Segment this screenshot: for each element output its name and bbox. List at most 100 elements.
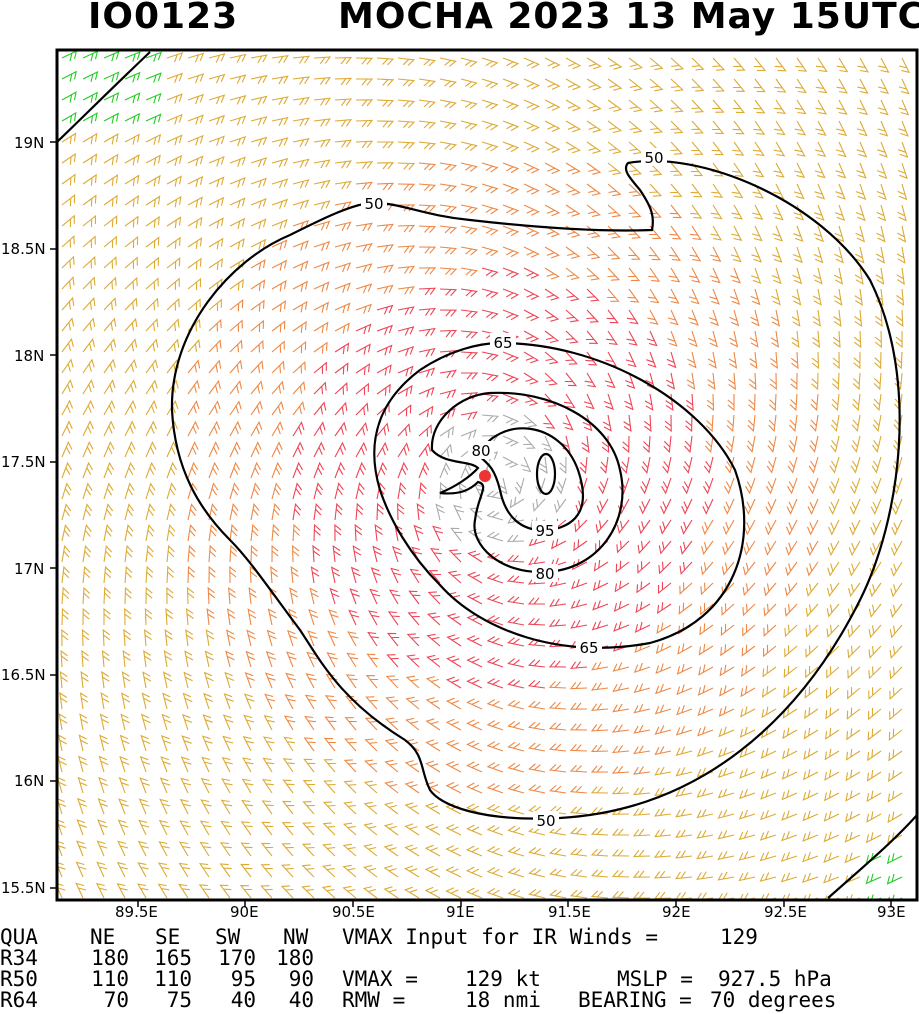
wind-barb <box>502 162 520 174</box>
wind-barb <box>75 882 87 899</box>
wind-barb <box>502 246 520 258</box>
wind-barb <box>729 309 740 327</box>
wind-barb <box>805 582 819 597</box>
wind-barb <box>397 461 409 479</box>
wind-barb <box>696 850 714 860</box>
wind-barb <box>271 259 288 271</box>
rmw-label: RMW = <box>342 988 406 1012</box>
wind-barb <box>308 608 319 626</box>
wind-barb <box>648 246 661 261</box>
wind-barb <box>591 661 609 671</box>
wind-barb <box>787 456 798 474</box>
wind-barb <box>701 519 714 536</box>
wind-barb <box>544 372 558 386</box>
wind-barb <box>208 379 221 395</box>
wind-barb <box>313 241 331 252</box>
wind-barb <box>418 141 437 150</box>
wind-barb <box>886 873 903 885</box>
wind-barb <box>874 351 882 370</box>
wind-barb <box>355 303 372 314</box>
wind-barb <box>178 841 191 857</box>
wind-barb <box>502 288 520 300</box>
wind-barb <box>613 600 630 613</box>
wind-barb <box>98 776 109 794</box>
wind-barb <box>887 790 903 803</box>
wind-barb <box>57 755 67 773</box>
wind-barb <box>282 758 295 773</box>
wind-barb <box>97 819 108 836</box>
wind-barb <box>811 351 820 370</box>
wind-barb <box>824 790 840 802</box>
wind-barb <box>523 288 540 301</box>
wind-barb <box>676 684 693 696</box>
wind-barb <box>250 259 266 271</box>
wind-barb <box>448 549 462 563</box>
wind-barb <box>771 267 782 285</box>
wind-barb <box>507 888 525 899</box>
wind-barb <box>834 204 846 222</box>
wind-barb <box>439 141 458 151</box>
wind-barb <box>832 372 840 391</box>
wind-barb <box>678 602 693 615</box>
wind-barb <box>229 482 240 500</box>
wind-barb <box>461 372 479 380</box>
wind-barb <box>876 204 887 222</box>
wind-barb <box>523 309 540 322</box>
wind-barb <box>103 153 119 166</box>
wind-barb <box>771 288 781 306</box>
wind-barb <box>607 162 622 176</box>
wind-barb <box>61 461 73 479</box>
wind-barb <box>145 133 162 146</box>
wind-barb <box>502 99 520 111</box>
wind-barb <box>61 420 73 437</box>
wind-barb <box>439 443 453 458</box>
wind-barb <box>166 482 177 500</box>
wind-barb <box>82 544 92 563</box>
wind-barb <box>103 358 116 374</box>
wind-barb <box>324 695 337 710</box>
wind-barb <box>313 281 330 293</box>
wind-barb <box>486 573 504 584</box>
wind-barb <box>604 372 616 389</box>
wind-barb <box>654 829 672 838</box>
wind-barb <box>586 204 601 218</box>
wind-barb <box>460 429 477 440</box>
wind-barb <box>868 624 882 639</box>
wind-barb <box>761 727 777 739</box>
wind-barb <box>768 414 777 433</box>
wind-barb <box>886 853 903 865</box>
wind-barb <box>180 777 192 794</box>
wind-barb <box>229 115 247 126</box>
wind-barb <box>250 339 264 353</box>
wind-barb <box>523 351 540 364</box>
wind-barb <box>502 456 519 469</box>
wind-barb <box>221 778 233 794</box>
wind-barb <box>856 141 868 158</box>
wind-barb <box>634 621 651 634</box>
wind-barb <box>689 267 701 283</box>
wind-barb <box>418 204 437 213</box>
wind-barb <box>61 358 74 374</box>
wind-barb <box>854 267 864 285</box>
wind-barb <box>334 98 353 107</box>
wind-barb <box>445 760 462 773</box>
wind-barb <box>685 393 694 412</box>
wind-barb <box>445 824 462 836</box>
wind-barb <box>221 757 233 773</box>
wind-barb <box>719 664 735 677</box>
wind-barb <box>376 324 394 335</box>
wind-barb <box>208 565 216 584</box>
wind-barb <box>739 768 756 779</box>
wind-barb <box>649 120 664 134</box>
wind-barb <box>283 715 296 731</box>
wind-barb <box>145 297 159 311</box>
wind-barb <box>57 776 67 794</box>
wind-barb <box>786 498 798 515</box>
wind-barb <box>644 393 654 411</box>
wind-barb <box>856 120 868 137</box>
wind-barb <box>687 351 697 369</box>
wind-barb <box>387 611 400 626</box>
wind-barb <box>836 99 848 115</box>
wind-barb <box>795 57 808 72</box>
wind-barb <box>625 372 636 390</box>
